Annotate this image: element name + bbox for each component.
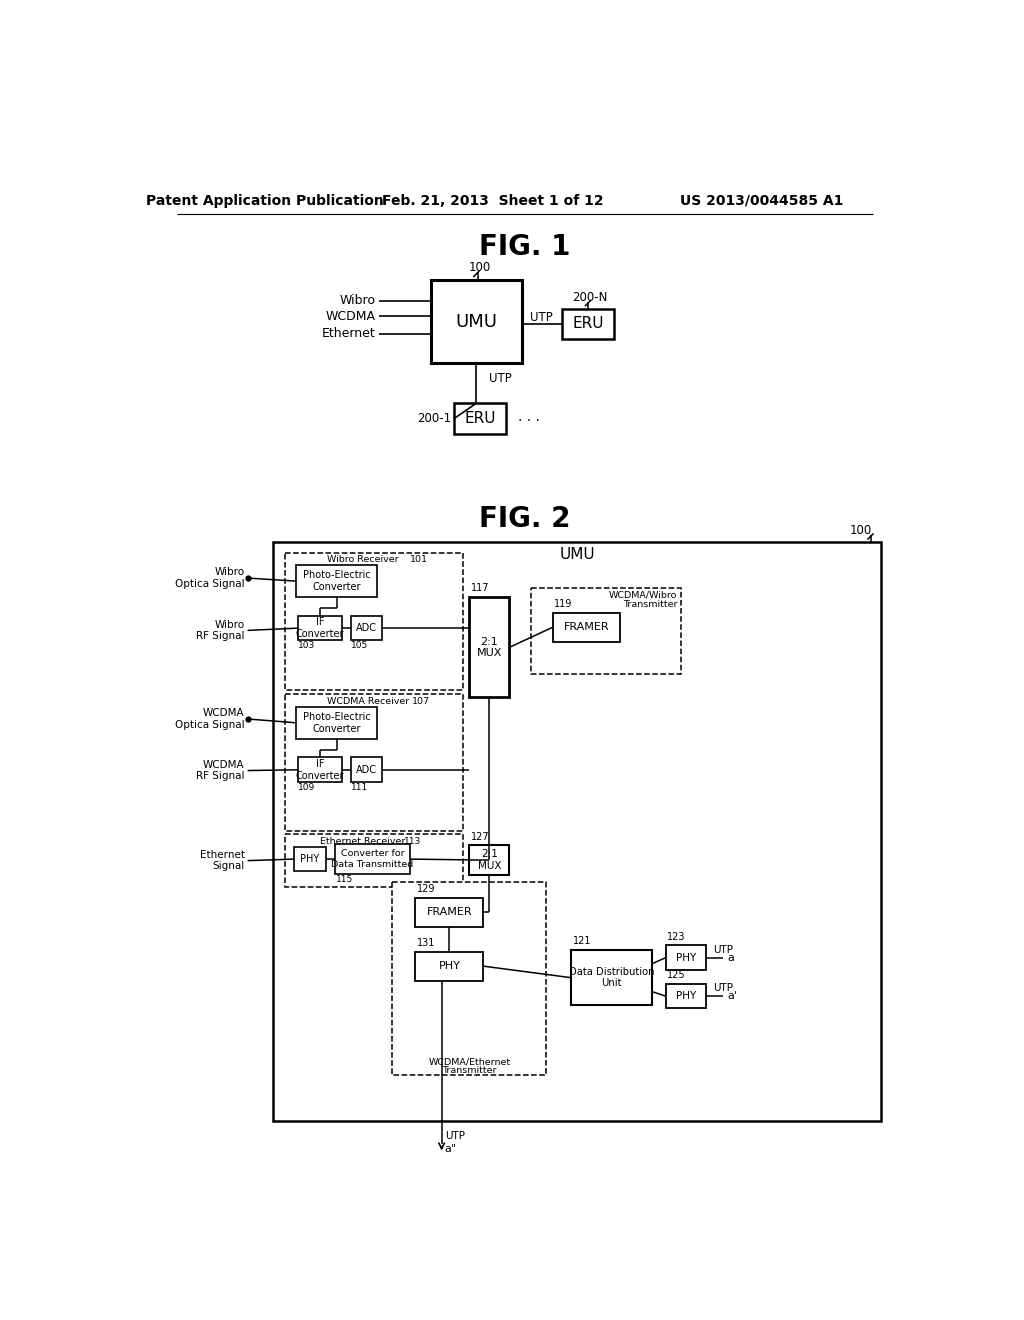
Bar [571, 950, 652, 1006]
Text: ERU: ERU [572, 317, 604, 331]
Text: FIG. 1: FIG. 1 [479, 232, 570, 261]
Text: UTP: UTP [714, 945, 733, 954]
Text: Wibro
RF Signal: Wibro RF Signal [196, 619, 245, 642]
Text: Photo-Electric
Converter: Photo-Electric Converter [303, 711, 371, 734]
Bar [469, 845, 509, 874]
Text: 125: 125 [668, 970, 686, 981]
Text: FIG. 2: FIG. 2 [479, 504, 570, 533]
Text: 113: 113 [403, 837, 421, 846]
Text: 121: 121 [572, 936, 591, 946]
Text: US 2013/0044585 A1: US 2013/0044585 A1 [680, 194, 844, 207]
Bar [531, 589, 681, 675]
Text: 131: 131 [417, 939, 435, 948]
Text: 115: 115 [336, 875, 353, 883]
Text: 123: 123 [668, 932, 686, 942]
Text: UTP: UTP [488, 372, 511, 385]
Text: Data Distribution
Unit: Data Distribution Unit [568, 966, 654, 989]
Bar [273, 543, 882, 1121]
Text: ADC: ADC [355, 764, 377, 775]
Bar [416, 898, 483, 927]
Text: WCDMA Receiver: WCDMA Receiver [327, 697, 410, 706]
Text: PHY: PHY [300, 854, 319, 865]
Text: PHY: PHY [676, 991, 696, 1001]
Bar [294, 847, 326, 871]
Text: UTP: UTP [530, 312, 553, 325]
Text: Wibro Receiver: Wibro Receiver [327, 556, 398, 564]
Text: FRAMER: FRAMER [563, 622, 609, 632]
Text: Ethernet: Ethernet [322, 327, 376, 341]
Text: WCDMA
RF Signal: WCDMA RF Signal [196, 760, 245, 781]
Text: 117: 117 [471, 583, 489, 593]
Bar [553, 612, 621, 642]
Text: 200-N: 200-N [571, 290, 607, 304]
Text: IF
Converter: IF Converter [296, 618, 344, 639]
Text: . . .: . . . [518, 411, 541, 424]
Bar [431, 280, 521, 363]
Text: Wibro: Wibro [339, 294, 376, 308]
Text: ADC: ADC [355, 623, 377, 634]
Text: 111: 111 [351, 783, 368, 792]
Text: 100: 100 [468, 261, 490, 275]
Text: IF
Converter: IF Converter [296, 759, 344, 780]
Bar [666, 983, 706, 1008]
Text: 100: 100 [850, 524, 872, 537]
Text: 119: 119 [554, 599, 572, 610]
Text: Photo-Electric
Converter: Photo-Electric Converter [303, 570, 371, 591]
Text: Wibro
Optica Signal: Wibro Optica Signal [175, 568, 245, 589]
Bar [335, 845, 410, 874]
Text: 103: 103 [298, 642, 315, 651]
Text: PHY: PHY [438, 961, 460, 972]
Bar [285, 834, 463, 887]
Text: Patent Application Publication: Patent Application Publication [146, 194, 384, 207]
Text: WCDMA: WCDMA [326, 310, 376, 323]
Text: 200-1: 200-1 [417, 412, 451, 425]
Text: WCDMA/Wibro: WCDMA/Wibro [609, 590, 677, 599]
Text: WCDMA
Optica Signal: WCDMA Optica Signal [175, 708, 245, 730]
Bar [351, 615, 382, 640]
Bar [298, 615, 342, 640]
Text: 2:1
MUX: 2:1 MUX [477, 636, 502, 659]
Bar [285, 553, 463, 689]
Text: ERU: ERU [465, 411, 496, 426]
Text: Transmitter: Transmitter [442, 1067, 497, 1076]
Bar [392, 882, 547, 1074]
Text: UTP: UTP [444, 1131, 465, 1142]
Text: Ethernet
Signal: Ethernet Signal [200, 850, 245, 871]
Text: FRAMER: FRAMER [427, 907, 472, 917]
Text: 107: 107 [412, 697, 430, 706]
Text: a': a' [727, 991, 737, 1001]
Text: PHY: PHY [676, 953, 696, 962]
Bar [285, 694, 463, 832]
Bar [416, 952, 483, 981]
Text: UMU: UMU [559, 546, 595, 562]
Bar [298, 758, 342, 781]
Text: a": a" [444, 1143, 457, 1154]
Text: Transmitter: Transmitter [623, 599, 677, 609]
Text: 109: 109 [298, 783, 315, 792]
Bar [296, 706, 377, 739]
Text: UTP: UTP [714, 983, 733, 994]
Bar [296, 565, 377, 597]
Text: 101: 101 [410, 556, 428, 564]
Text: 105: 105 [351, 642, 368, 651]
Text: Ethernet Receiver: Ethernet Receiver [319, 837, 406, 846]
Bar [351, 758, 382, 781]
Text: 2:1
MUX: 2:1 MUX [477, 849, 501, 871]
Bar [469, 597, 509, 697]
Text: 129: 129 [417, 884, 435, 894]
Text: a: a [727, 953, 734, 962]
Text: WCDMA/Ethernet: WCDMA/Ethernet [428, 1057, 510, 1067]
Bar [562, 309, 614, 339]
Text: 127: 127 [471, 832, 489, 842]
Bar [454, 404, 506, 434]
Text: UMU: UMU [456, 313, 498, 330]
Text: Feb. 21, 2013  Sheet 1 of 12: Feb. 21, 2013 Sheet 1 of 12 [382, 194, 603, 207]
Bar [666, 945, 706, 970]
Text: Converter for
Data Transmitted: Converter for Data Transmitted [331, 849, 414, 869]
